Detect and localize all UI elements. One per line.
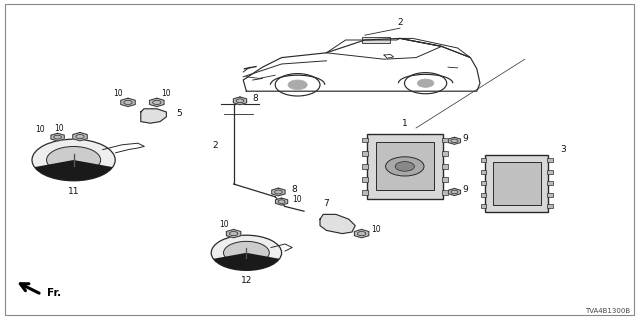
Bar	[547, 181, 553, 185]
Bar	[442, 177, 448, 182]
Bar	[547, 158, 553, 162]
Bar	[442, 138, 448, 142]
Bar	[481, 170, 486, 173]
Bar	[362, 177, 368, 182]
Text: 10: 10	[54, 124, 64, 133]
Polygon shape	[227, 229, 241, 238]
Text: 9: 9	[463, 185, 468, 194]
Bar	[547, 170, 553, 173]
FancyBboxPatch shape	[367, 134, 443, 199]
FancyBboxPatch shape	[485, 155, 548, 212]
Circle shape	[385, 157, 424, 176]
Circle shape	[223, 241, 269, 264]
Bar	[493, 162, 541, 205]
Text: 12: 12	[241, 276, 252, 285]
Polygon shape	[51, 133, 64, 141]
Text: 10: 10	[371, 225, 381, 234]
Text: 5: 5	[176, 109, 182, 118]
Text: 10: 10	[113, 89, 124, 98]
Polygon shape	[320, 214, 355, 234]
Bar	[442, 164, 448, 169]
Text: Fr.: Fr.	[47, 288, 61, 298]
Bar	[481, 158, 486, 162]
Bar	[481, 181, 486, 185]
Text: 8: 8	[291, 185, 297, 194]
Text: 10: 10	[35, 125, 45, 134]
Wedge shape	[35, 160, 113, 181]
Polygon shape	[448, 137, 461, 144]
Bar	[362, 190, 368, 195]
Circle shape	[288, 80, 307, 90]
Text: 10: 10	[292, 195, 302, 204]
Text: 11: 11	[68, 187, 79, 196]
Bar	[442, 151, 448, 156]
Circle shape	[417, 79, 434, 87]
Polygon shape	[121, 98, 135, 107]
Circle shape	[32, 139, 115, 181]
Text: TVA4B1300B: TVA4B1300B	[585, 308, 630, 314]
Bar	[362, 37, 390, 43]
Circle shape	[47, 147, 100, 173]
Polygon shape	[275, 198, 288, 205]
Text: 2: 2	[212, 141, 218, 150]
Text: 1: 1	[402, 119, 408, 128]
Bar	[547, 204, 553, 208]
Text: 3: 3	[560, 145, 566, 154]
Bar	[442, 190, 448, 195]
Bar	[481, 204, 486, 208]
Bar	[376, 142, 434, 190]
Text: 10: 10	[219, 220, 229, 229]
Bar	[362, 164, 368, 169]
Text: 9: 9	[463, 134, 468, 143]
Bar	[362, 138, 368, 142]
Circle shape	[395, 162, 415, 171]
Bar	[547, 193, 553, 197]
Polygon shape	[448, 188, 461, 196]
Circle shape	[211, 235, 282, 270]
Polygon shape	[234, 97, 246, 105]
Polygon shape	[73, 132, 87, 141]
Wedge shape	[213, 253, 280, 270]
Polygon shape	[141, 109, 166, 123]
Text: 2: 2	[397, 18, 403, 27]
Polygon shape	[150, 98, 164, 107]
Bar	[362, 151, 368, 156]
Text: 8: 8	[253, 94, 259, 103]
Bar	[481, 193, 486, 197]
Text: 10: 10	[161, 89, 172, 98]
Polygon shape	[355, 229, 369, 238]
Text: 7: 7	[323, 199, 329, 208]
Polygon shape	[272, 188, 285, 196]
